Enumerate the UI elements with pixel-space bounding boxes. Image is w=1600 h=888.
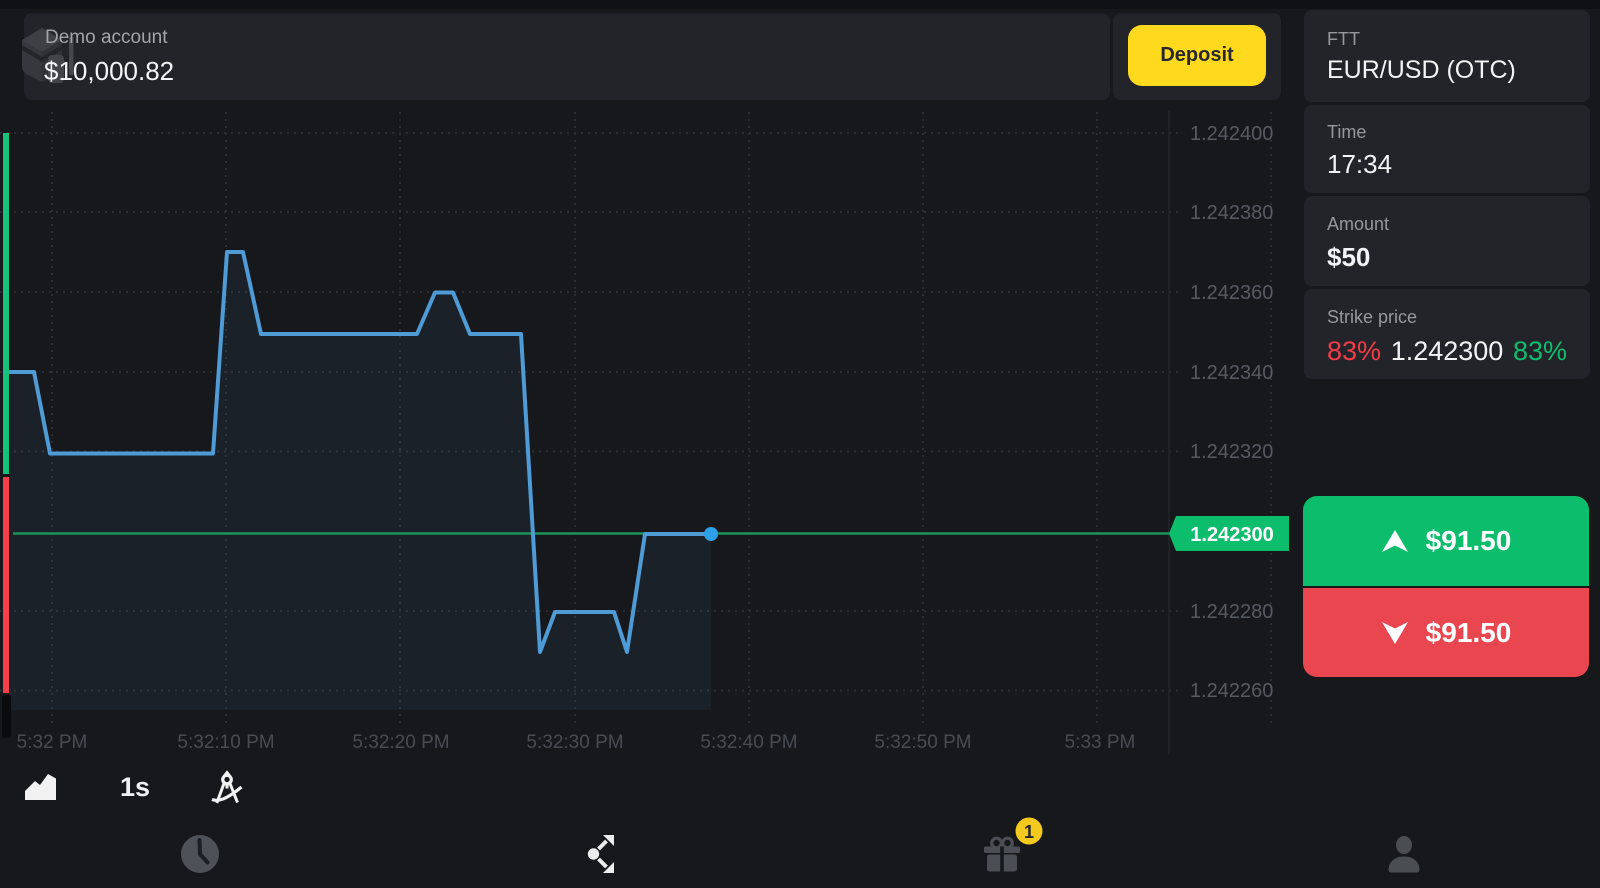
- svg-text:1: 1: [1024, 822, 1034, 842]
- svg-text:1.242300: 1.242300: [1190, 524, 1273, 546]
- svg-text:1.242380: 1.242380: [1190, 202, 1273, 224]
- svg-text:1.242360: 1.242360: [1190, 282, 1273, 304]
- svg-text:1.242260: 1.242260: [1190, 680, 1273, 702]
- svg-text:5:32 PM: 5:32 PM: [17, 732, 88, 753]
- svg-text:1.242340: 1.242340: [1190, 362, 1273, 384]
- svg-text:5:32:50 PM: 5:32:50 PM: [874, 732, 971, 753]
- svg-text:5:33 PM: 5:33 PM: [1065, 732, 1136, 753]
- svg-text:5:32:40 PM: 5:32:40 PM: [700, 732, 797, 753]
- svg-text:5:32:20 PM: 5:32:20 PM: [352, 732, 449, 753]
- svg-text:5:32:30 PM: 5:32:30 PM: [526, 732, 623, 753]
- svg-text:5:32:10 PM: 5:32:10 PM: [177, 732, 274, 753]
- svg-text:1.242280: 1.242280: [1190, 601, 1273, 623]
- svg-text:1.242400: 1.242400: [1190, 123, 1273, 145]
- svg-text:1.242320: 1.242320: [1190, 441, 1273, 463]
